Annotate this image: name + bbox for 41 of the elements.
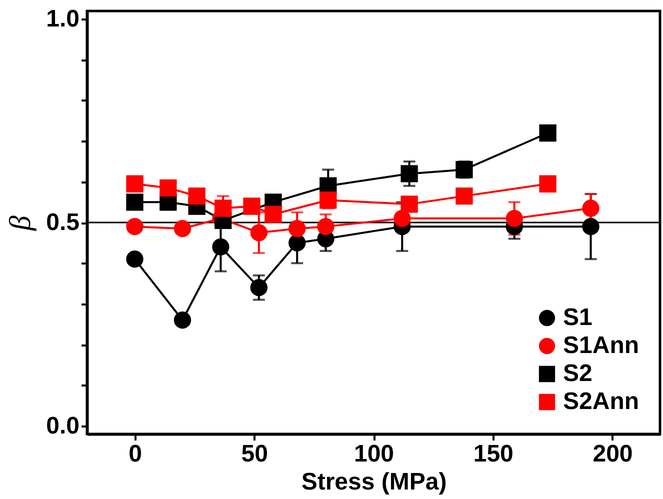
point xyxy=(126,194,144,211)
point xyxy=(174,220,192,238)
point xyxy=(539,175,556,192)
legend-label: S2Ann xyxy=(563,388,640,415)
point xyxy=(400,165,418,182)
point xyxy=(214,200,232,217)
y-tick-label: 0.5 xyxy=(46,209,80,236)
point xyxy=(288,220,306,238)
y-tick-label: 0.0 xyxy=(46,412,80,440)
point xyxy=(582,200,600,217)
point xyxy=(320,192,337,209)
point xyxy=(250,279,268,296)
x-tick-label: 100 xyxy=(354,440,394,468)
x-axis-title: Stress (MPa) xyxy=(301,468,447,496)
point xyxy=(188,187,206,205)
point xyxy=(394,210,411,227)
point xyxy=(174,312,192,329)
point xyxy=(243,198,260,215)
legend-label: S1Ann xyxy=(563,332,640,359)
point xyxy=(126,175,144,192)
point xyxy=(264,206,282,223)
y-tick-label: 1.0 xyxy=(46,6,80,33)
legend-label: S2 xyxy=(563,360,592,387)
point xyxy=(582,218,600,236)
point xyxy=(250,224,268,242)
point xyxy=(126,218,144,236)
x-tick-label: 50 xyxy=(241,440,268,468)
point xyxy=(317,218,334,236)
point xyxy=(506,210,523,227)
point xyxy=(160,179,177,197)
legend-label: S1 xyxy=(563,304,592,331)
point xyxy=(400,196,418,213)
point xyxy=(126,250,144,268)
x-tick-label: 200 xyxy=(592,440,633,468)
point xyxy=(539,124,556,142)
x-tick-label: 150 xyxy=(473,440,514,468)
x-tick-label: 0 xyxy=(128,440,142,468)
y-axis-title: β xyxy=(4,215,38,232)
point xyxy=(288,234,306,252)
point xyxy=(212,238,230,256)
point xyxy=(456,187,473,205)
